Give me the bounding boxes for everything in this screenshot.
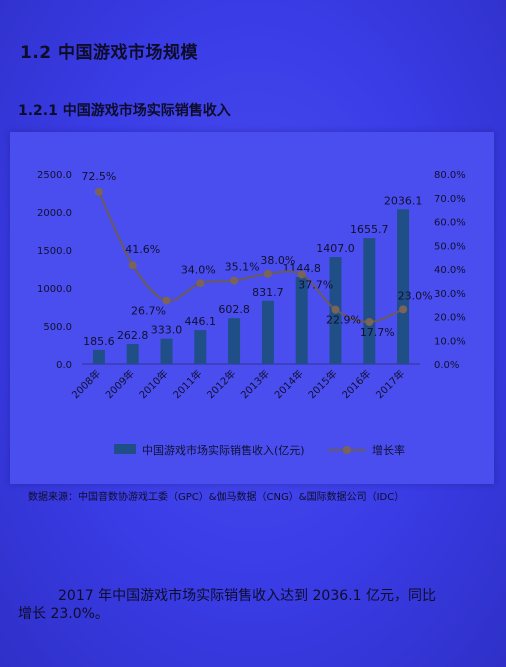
bar-value-label: 1407.0 <box>316 242 355 255</box>
x-tick-label: 2014年 <box>272 367 306 401</box>
x-tick-label: 2013年 <box>238 367 272 401</box>
bar <box>228 318 241 364</box>
bar <box>397 209 410 364</box>
growth-rate-label: 41.6% <box>125 243 160 256</box>
growth-rate-label: 17.7% <box>360 326 395 339</box>
growth-rate-label: 35.1% <box>225 261 260 274</box>
legend-bar-label: 中国游戏市场实际销售收入(亿元) <box>142 443 305 457</box>
growth-rate-line <box>97 191 404 323</box>
y-left-tick-label: 500.0 <box>43 322 72 333</box>
x-tick-label: 2015年 <box>305 367 339 401</box>
bar-value-label: 333.0 <box>151 324 183 337</box>
bar-value-label: 2036.1 <box>384 194 423 207</box>
bar <box>194 330 207 364</box>
bar-value-label: 446.1 <box>185 315 217 328</box>
bar <box>295 276 308 364</box>
growth-rate-point <box>162 296 171 305</box>
bar-value-label: 1655.7 <box>350 223 389 236</box>
bar <box>126 344 139 364</box>
growth-rate-label: 34.0% <box>181 263 216 276</box>
y-right-tick-label: 10.0% <box>434 336 466 347</box>
section-title: 1.2 中国游戏市场规模 <box>20 43 199 63</box>
y-right-tick-label: 20.0% <box>434 313 466 324</box>
bar-value-label: 262.8 <box>117 329 149 342</box>
bar <box>363 238 376 364</box>
x-tick-label: 2012年 <box>204 367 238 401</box>
y-right-tick-label: 0.0% <box>434 360 459 371</box>
y-left-tick-label: 0.0 <box>56 360 72 371</box>
growth-rate-label: 26.7% <box>131 305 166 318</box>
growth-rate-point <box>230 276 239 285</box>
y-left-tick-label: 1000.0 <box>37 284 72 295</box>
bar <box>261 300 274 364</box>
growth-rate-label: 38.0% <box>260 254 295 267</box>
bar-value-label: 185.6 <box>83 335 115 348</box>
growth-rate-label: 37.7% <box>298 278 333 291</box>
x-tick-label: 2010年 <box>136 367 170 401</box>
legend-line-label: 增长率 <box>372 443 405 457</box>
y-right-tick-label: 40.0% <box>434 265 466 276</box>
revenue-growth-chart: 0.0 500.0 1000.0 1500.0 2000.0 2500.0 0.0% 10.0… <box>37 170 466 457</box>
growth-rate-point <box>331 305 340 314</box>
growth-rate-point <box>128 261 137 270</box>
bar <box>92 349 105 364</box>
growth-rate-label: 23.0% <box>398 289 433 302</box>
bar-value-label: 831.7 <box>252 286 284 299</box>
y-right-tick-label: 30.0% <box>434 289 466 300</box>
growth-rate-point <box>94 187 103 196</box>
growth-rate-label: 72.5% <box>81 170 116 183</box>
legend-bar-swatch <box>114 444 136 454</box>
growth-rate-label: 22.9% <box>326 314 361 327</box>
x-tick-label: 2008年 <box>69 367 103 401</box>
x-tick-label: 2009年 <box>103 367 137 401</box>
x-tick-label: 2016年 <box>339 367 373 401</box>
chart-card: 0.0 500.0 1000.0 1500.0 2000.0 2500.0 0.0% 10.0… <box>10 132 494 484</box>
data-source: 数据来源：中国音数协游戏工委（GPC）&伽马数据（CNG）&国际数据公司（IDC… <box>28 492 405 503</box>
y-left-tick-label: 2000.0 <box>37 208 72 219</box>
y-right-tick-label: 50.0% <box>434 241 466 252</box>
y-right-tick-label: 70.0% <box>434 194 466 205</box>
paragraph-line-1: 2017 年中国游戏市场实际销售收入达到 2036.1 亿元，同比 <box>58 588 436 604</box>
bar-value-label: 602.8 <box>218 303 250 316</box>
x-tick-label: 2017年 <box>373 367 407 401</box>
paragraph-line-2: 增长 23.0%。 <box>18 606 109 622</box>
y-left-tick-label: 2500.0 <box>37 170 72 181</box>
legend-line-marker <box>343 446 351 454</box>
growth-rate-point <box>263 269 272 278</box>
growth-rate-point <box>196 279 205 288</box>
growth-rate-point <box>399 305 408 314</box>
x-tick-label: 2011年 <box>170 367 204 401</box>
y-right-tick-label: 80.0% <box>434 170 466 181</box>
bar <box>160 338 173 364</box>
y-left-tick-label: 1500.0 <box>37 246 72 257</box>
growth-rate-point <box>365 317 374 326</box>
growth-rate-point <box>297 270 306 279</box>
subsection-title: 1.2.1 中国游戏市场实际销售收入 <box>18 103 231 119</box>
y-right-tick-label: 60.0% <box>434 218 466 229</box>
